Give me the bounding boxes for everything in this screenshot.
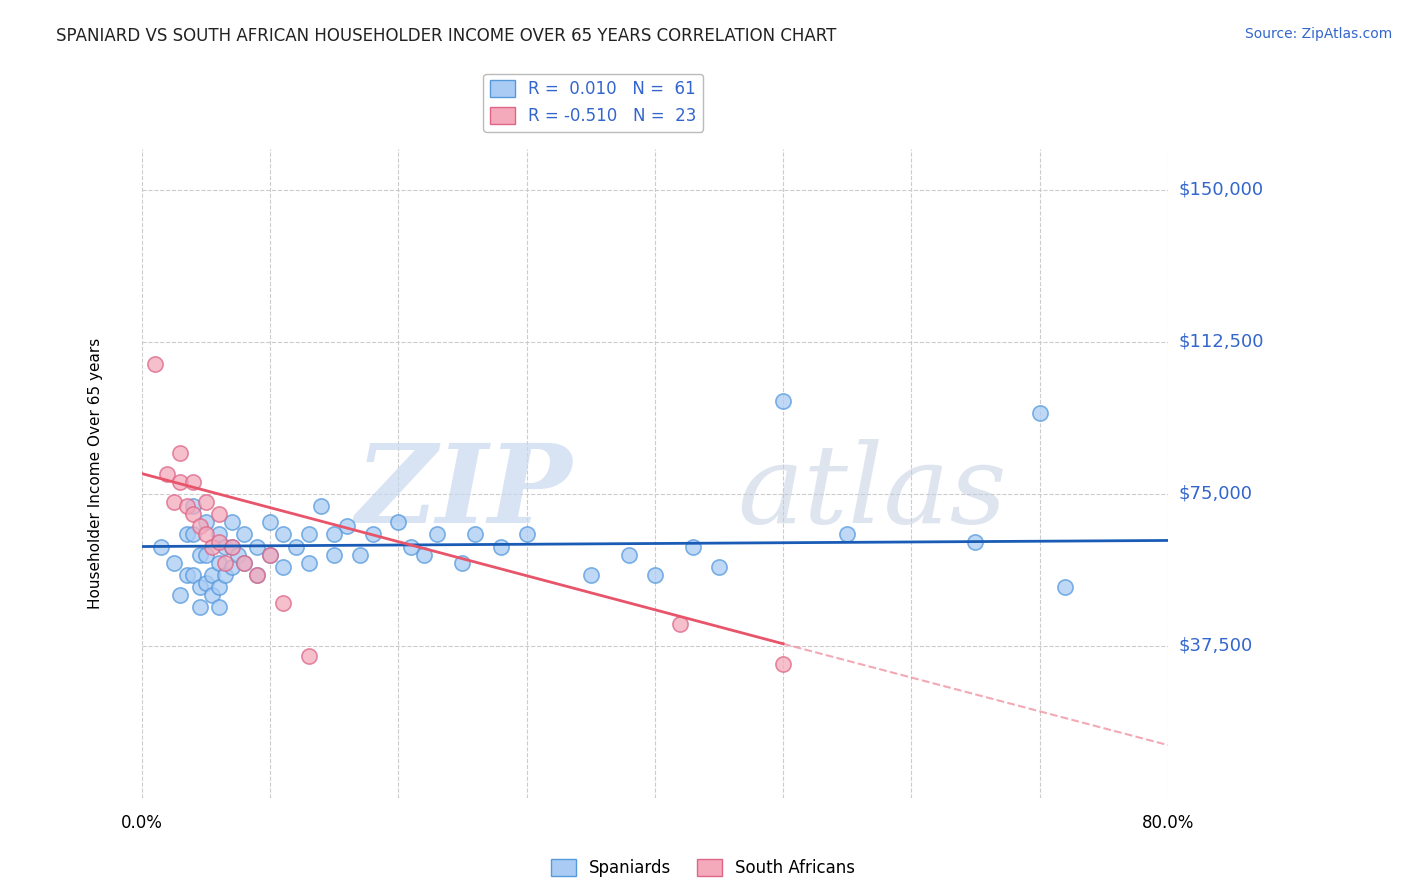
Point: [965, 535, 987, 549]
Text: ZIP: ZIP: [356, 439, 572, 547]
Point: [169, 588, 191, 602]
Text: $75,000: $75,000: [1180, 485, 1253, 503]
Point: [169, 446, 191, 460]
Point: [489, 540, 512, 554]
Text: atlas: atlas: [737, 439, 1007, 547]
Point: [297, 648, 319, 663]
Point: [361, 527, 384, 541]
Point: [221, 559, 243, 574]
Point: [150, 540, 173, 554]
Point: [323, 548, 346, 562]
Point: [221, 540, 243, 554]
Point: [336, 519, 359, 533]
Point: [1028, 406, 1050, 420]
Point: [451, 556, 474, 570]
Point: [163, 556, 186, 570]
Point: [221, 515, 243, 529]
Point: [349, 548, 371, 562]
Point: [644, 568, 666, 582]
Point: [214, 568, 236, 582]
Point: [246, 568, 269, 582]
Point: [188, 548, 211, 562]
Text: 0.0%: 0.0%: [121, 814, 163, 832]
Point: [201, 588, 224, 602]
Text: $150,000: $150,000: [1180, 181, 1264, 199]
Text: $37,500: $37,500: [1180, 637, 1253, 655]
Point: [311, 499, 333, 513]
Text: $112,500: $112,500: [1180, 333, 1264, 351]
Point: [246, 540, 269, 554]
Text: 80.0%: 80.0%: [1142, 814, 1194, 832]
Text: SPANIARD VS SOUTH AFRICAN HOUSEHOLDER INCOME OVER 65 YEARS CORRELATION CHART: SPANIARD VS SOUTH AFRICAN HOUSEHOLDER IN…: [56, 27, 837, 45]
Point: [188, 519, 211, 533]
Point: [188, 580, 211, 594]
Point: [181, 527, 204, 541]
Point: [669, 616, 692, 631]
Point: [387, 515, 409, 529]
Point: [772, 393, 794, 408]
Point: [194, 495, 217, 509]
Point: [284, 540, 307, 554]
Point: [181, 499, 204, 513]
Point: [176, 568, 198, 582]
Point: [201, 540, 224, 554]
Point: [194, 548, 217, 562]
Point: [181, 475, 204, 489]
Point: [194, 576, 217, 591]
Point: [194, 515, 217, 529]
Point: [208, 527, 231, 541]
Point: [214, 540, 236, 554]
Point: [579, 568, 602, 582]
Point: [1054, 580, 1077, 594]
Point: [226, 548, 249, 562]
Point: [233, 556, 256, 570]
Point: [208, 535, 231, 549]
Point: [208, 600, 231, 615]
Point: [837, 527, 859, 541]
Point: [143, 357, 166, 371]
Legend: Spaniards, South Africans: Spaniards, South Africans: [544, 852, 862, 884]
Point: [772, 657, 794, 671]
Text: Householder Income Over 65 years: Householder Income Over 65 years: [89, 338, 103, 609]
Point: [194, 527, 217, 541]
Point: [707, 559, 730, 574]
Point: [176, 499, 198, 513]
Point: [208, 580, 231, 594]
Point: [516, 527, 538, 541]
Point: [464, 527, 486, 541]
Point: [208, 556, 231, 570]
Point: [399, 540, 422, 554]
Point: [413, 548, 436, 562]
Point: [271, 596, 294, 610]
Point: [259, 548, 281, 562]
Point: [323, 527, 346, 541]
Point: [619, 548, 641, 562]
Point: [181, 568, 204, 582]
Point: [297, 527, 319, 541]
Point: [233, 527, 256, 541]
Point: [201, 568, 224, 582]
Point: [682, 540, 704, 554]
Point: [221, 540, 243, 554]
Point: [214, 556, 236, 570]
Point: [181, 507, 204, 521]
Point: [156, 467, 179, 481]
Point: [259, 515, 281, 529]
Point: [259, 548, 281, 562]
Legend: R =  0.010   N =  61, R = -0.510   N =  23: R = 0.010 N = 61, R = -0.510 N = 23: [484, 73, 703, 131]
Text: Source: ZipAtlas.com: Source: ZipAtlas.com: [1244, 27, 1392, 41]
Point: [271, 559, 294, 574]
Point: [246, 568, 269, 582]
Point: [426, 527, 449, 541]
Point: [163, 495, 186, 509]
Point: [188, 600, 211, 615]
Point: [297, 556, 319, 570]
Point: [169, 475, 191, 489]
Point: [176, 527, 198, 541]
Point: [271, 527, 294, 541]
Point: [208, 507, 231, 521]
Point: [233, 556, 256, 570]
